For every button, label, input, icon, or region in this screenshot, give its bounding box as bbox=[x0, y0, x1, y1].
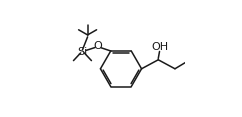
Text: Si: Si bbox=[77, 47, 88, 57]
Text: O: O bbox=[93, 42, 102, 51]
Text: OH: OH bbox=[151, 42, 168, 52]
